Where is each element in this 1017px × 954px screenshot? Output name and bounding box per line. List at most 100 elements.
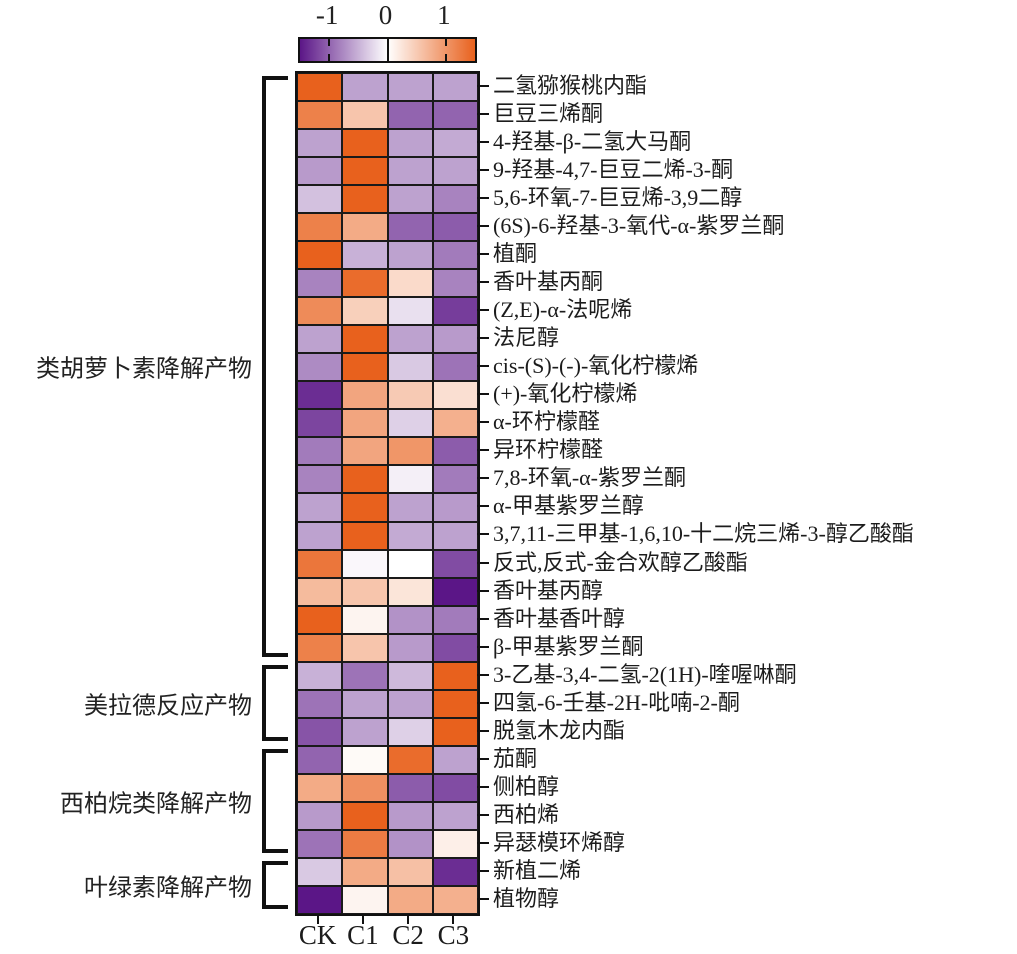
- heatmap-cell: [297, 213, 343, 242]
- group-label: 类胡萝卜素降解产物: [36, 356, 252, 383]
- heatmap-cell: [387, 493, 433, 522]
- heatmap-cell: [432, 829, 478, 858]
- heatmap-cell: [432, 325, 478, 354]
- heatmap-cell: [297, 409, 343, 438]
- row-tick-mark: [477, 869, 489, 872]
- row-label: (+)-氧化柠檬烯: [477, 380, 637, 408]
- heatmap-cell: [432, 605, 478, 634]
- row-label-text: 新植二烯: [493, 857, 582, 883]
- heatmap-cell: [432, 689, 478, 718]
- heatmap-cell: [297, 605, 343, 634]
- heatmap-cell: [387, 633, 433, 662]
- row-label-text: α-甲基紫罗兰醇: [493, 493, 644, 519]
- row-label: 新植二烯: [477, 857, 581, 885]
- heatmap-cell: [342, 661, 388, 690]
- heatmap-cell: [432, 717, 478, 746]
- heatmap-cell: [432, 241, 478, 270]
- row-label: 香叶基丙醇: [477, 577, 603, 605]
- row-label: 4-羟基-β-二氢大马酮: [477, 128, 691, 156]
- heatmap-cell: [387, 773, 433, 802]
- row-tick-mark: [477, 897, 489, 900]
- heatmap-cell: [387, 409, 433, 438]
- row-tick-mark: [477, 421, 489, 424]
- row-label: 植物醇: [477, 885, 559, 913]
- heatmap-cell: [297, 549, 343, 578]
- heatmap-cell: [297, 101, 343, 130]
- group-bracket: [262, 860, 288, 909]
- group-bracket: [262, 748, 288, 853]
- row-tick-mark: [477, 757, 489, 760]
- colorbar-tick: [444, 39, 447, 46]
- heatmap-cell: [297, 661, 343, 690]
- row-label-text: 巨豆三烯酮: [493, 101, 604, 127]
- heatmap-cell: [342, 325, 388, 354]
- heatmap-cell: [387, 885, 433, 914]
- heatmap-cell: [432, 633, 478, 662]
- heatmap-cell: [432, 185, 478, 214]
- row-label: α-甲基紫罗兰醇: [477, 492, 644, 520]
- row-tick-mark: [477, 197, 489, 200]
- heatmap-cell: [297, 493, 343, 522]
- row-label: (Z,E)-α-法呢烯: [477, 296, 632, 324]
- row-label: 5,6-环氧-7-巨豆烯-3,9二醇: [477, 184, 742, 212]
- heatmap-cell: [387, 437, 433, 466]
- row-tick-mark: [477, 701, 489, 704]
- heatmap-cell: [342, 269, 388, 298]
- heatmap-cell: [432, 381, 478, 410]
- heatmap-cell: [432, 269, 478, 298]
- heatmap-cell: [342, 717, 388, 746]
- row-label: α-环柠檬醛: [477, 408, 600, 436]
- heatmap-cell: [342, 521, 388, 550]
- row-tick-mark: [477, 477, 489, 480]
- row-label: 四氢-6-壬基-2H-吡喃-2-酮: [477, 689, 740, 717]
- heatmap-cell: [432, 101, 478, 130]
- row-tick-mark: [477, 337, 489, 340]
- row-label-text: 异瑟模环烯醇: [493, 829, 626, 855]
- group-label: 美拉德反应产物: [84, 693, 252, 720]
- colorbar-tick: [328, 39, 331, 46]
- heatmap-cell: [297, 577, 343, 606]
- colorbar-tick-label: 0: [378, 0, 393, 30]
- heatmap-cell: [297, 773, 343, 802]
- heatmap-cell: [297, 745, 343, 774]
- heatmap-cell: [432, 297, 478, 326]
- row-label-text: 法尼醇: [493, 325, 560, 351]
- heatmap-cell: [342, 829, 388, 858]
- heatmap-cell: [297, 801, 343, 830]
- heatmap-cell: [342, 185, 388, 214]
- row-tick-mark: [477, 141, 489, 144]
- row-tick-mark: [477, 449, 489, 452]
- heatmap-cell: [432, 549, 478, 578]
- column-label: C1: [347, 920, 379, 950]
- colorbar-zero-tick: [386, 39, 389, 61]
- heatmap-cell: [342, 549, 388, 578]
- row-tick-mark: [477, 841, 489, 844]
- heatmap-cell: [432, 465, 478, 494]
- row-label-text: 植酮: [493, 241, 538, 267]
- row-tick-mark: [477, 729, 489, 732]
- row-label-text: 二氢猕猴桃内酯: [493, 73, 648, 98]
- row-tick-mark: [477, 393, 489, 396]
- heatmap-cell: [342, 857, 388, 886]
- column-tick-mark: [452, 915, 455, 924]
- heatmap-cell: [342, 633, 388, 662]
- heatmap-cell: [342, 577, 388, 606]
- colorbar-tick: [444, 54, 447, 61]
- row-tick-mark: [477, 673, 489, 676]
- heatmap-cell: [432, 885, 478, 914]
- row-label: 9-羟基-4,7-巨豆二烯-3-酮: [477, 156, 733, 184]
- row-tick-mark: [477, 253, 489, 256]
- column-label: C2: [392, 920, 424, 950]
- heatmap-cell: [297, 633, 343, 662]
- row-label-text: 3,7,11-三甲基-1,6,10-十二烷三烯-3-醇乙酸酯: [493, 521, 914, 547]
- row-label-text: β-甲基紫罗兰酮: [493, 633, 644, 659]
- heatmap-cell: [297, 241, 343, 270]
- row-label: (6S)-6-羟基-3-氧代-α-紫罗兰酮: [477, 212, 784, 240]
- heatmap-cell: [432, 129, 478, 158]
- row-tick-mark: [477, 225, 489, 228]
- heatmap-cell: [387, 549, 433, 578]
- row-label: 香叶基香叶醇: [477, 605, 625, 633]
- heatmap-cell: [342, 241, 388, 270]
- row-label-text: 茄酮: [493, 745, 538, 771]
